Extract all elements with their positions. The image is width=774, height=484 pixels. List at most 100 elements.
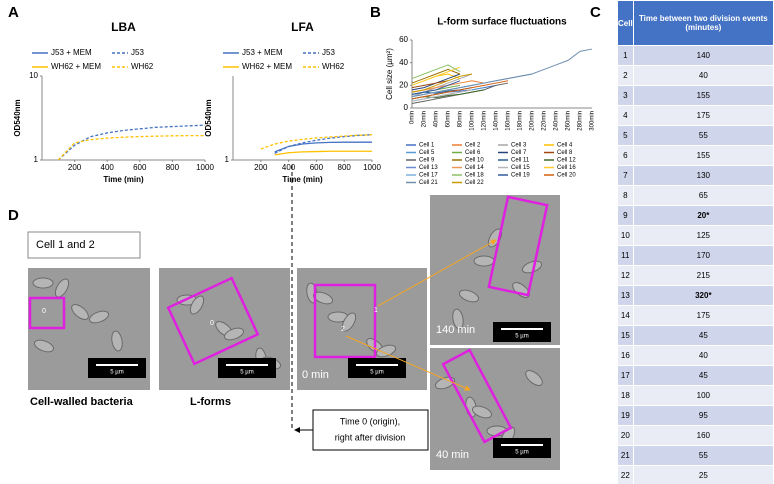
cell-label: 2	[341, 326, 345, 333]
row: 6 155	[617, 145, 774, 166]
row: 5 55	[617, 125, 774, 146]
cell-shape	[189, 295, 205, 315]
legend-label: Cell 10	[465, 158, 484, 164]
x-tick-label: 800	[338, 163, 352, 172]
x-tick-label: 220min	[542, 111, 548, 131]
legend-label: WH62	[131, 62, 154, 71]
cell-shape	[54, 278, 70, 298]
y-tick-label: 1	[225, 155, 230, 164]
legend-label: Cell 8	[557, 150, 573, 156]
y-axis-label: Cell size (µm²)	[385, 48, 394, 100]
x-tick-label: 20min	[422, 111, 428, 127]
cell-shape	[71, 304, 89, 320]
y-tick-label: 10	[29, 71, 38, 80]
y-tick-label: 40	[399, 58, 408, 67]
series-line	[411, 73, 473, 93]
x-tick-label: 120min	[482, 111, 488, 131]
cell: 55	[632, 125, 774, 146]
y-axis-label: OD540nm	[204, 99, 213, 136]
cell-shape	[341, 312, 357, 332]
x-tick-label: 300min	[590, 111, 596, 131]
arrow	[345, 335, 471, 391]
cell: 12	[617, 265, 634, 286]
scale-bar-bg	[493, 322, 551, 342]
cell-shape	[223, 327, 245, 341]
scale-bar-bg	[348, 358, 406, 378]
legend-label: Cell 4	[557, 143, 573, 149]
legend-label: Cell 7	[511, 150, 527, 156]
series-line	[411, 80, 461, 95]
scale-bar-bg	[218, 358, 276, 378]
row: 16 40	[617, 345, 774, 366]
highlight-box	[487, 195, 549, 297]
th: Cell	[617, 0, 634, 46]
y-tick-label: 0	[404, 103, 409, 112]
cell: 8	[617, 185, 634, 206]
legend-label: Cell 1	[419, 143, 435, 149]
cell-shape	[111, 330, 123, 352]
cell: 2	[617, 65, 634, 86]
note: Time 0 (origin),	[340, 416, 400, 426]
arrow	[377, 239, 497, 307]
cell: 320*	[632, 285, 774, 306]
series-line	[411, 89, 473, 102]
series-line	[411, 80, 449, 89]
label: L-forms	[190, 396, 231, 408]
cell: 175	[632, 305, 774, 326]
highlight-box	[441, 348, 513, 444]
series-line	[57, 124, 206, 161]
caption: Cell 1 and 2	[36, 239, 95, 251]
cell: 15	[617, 325, 634, 346]
legend-label: J53 + MEM	[51, 48, 92, 57]
row: 3 155	[617, 85, 774, 106]
row: 22 25	[617, 465, 774, 484]
x-tick-label: 400	[282, 163, 296, 172]
cell-shape	[525, 370, 543, 386]
cell: 45	[632, 365, 774, 386]
x-tick-label: 400	[101, 163, 115, 172]
chart-title: L-form surface fluctuations	[437, 17, 567, 28]
x-tick-label: 600	[133, 163, 147, 172]
cell: 160	[632, 425, 774, 446]
series-line	[274, 134, 373, 154]
x-axis-label: Time (min)	[103, 175, 144, 184]
row: 21 55	[617, 445, 774, 466]
series-line	[274, 141, 372, 153]
scale-bar-label: 5 µm	[515, 450, 528, 456]
x-tick-label: 1000	[196, 163, 214, 172]
row: 2 40	[617, 65, 774, 86]
panel-label: B	[370, 4, 381, 21]
legend-label: Cell 19	[511, 173, 530, 179]
x-tick-label: 600	[310, 163, 324, 172]
cell: 175	[632, 105, 774, 126]
legend-label: J53 + MEM	[242, 48, 283, 57]
cell: 45	[632, 325, 774, 346]
legend-label: Cell 21	[419, 180, 438, 186]
row: 10 125	[617, 225, 774, 246]
row: 18 100	[617, 385, 774, 406]
cell-label: 0	[42, 308, 46, 315]
cell: 16	[617, 345, 634, 366]
cell: 155	[632, 85, 774, 106]
x-tick-label: 60min	[446, 111, 452, 127]
x-tick-label: 100min	[470, 111, 476, 131]
row: 11 170	[617, 245, 774, 266]
x-tick-label: 280min	[578, 111, 584, 131]
x-tick-label: 260min	[566, 111, 572, 131]
row: 9 20*	[617, 205, 774, 226]
row: 13 320*	[617, 285, 774, 306]
cell: 125	[632, 225, 774, 246]
series-line	[260, 134, 373, 150]
x-tick-label: 160min	[506, 111, 512, 131]
cell: 9	[617, 205, 634, 226]
x-tick-label: 0min	[410, 111, 416, 124]
y-axis-label: OD540nm	[13, 99, 22, 136]
cell: 19	[617, 405, 634, 426]
legend-label: Cell 13	[419, 165, 438, 171]
panel-label: C	[590, 4, 601, 21]
legend-label: Cell 15	[511, 165, 530, 171]
cell: 4	[617, 105, 634, 126]
row: 8 65	[617, 185, 774, 206]
